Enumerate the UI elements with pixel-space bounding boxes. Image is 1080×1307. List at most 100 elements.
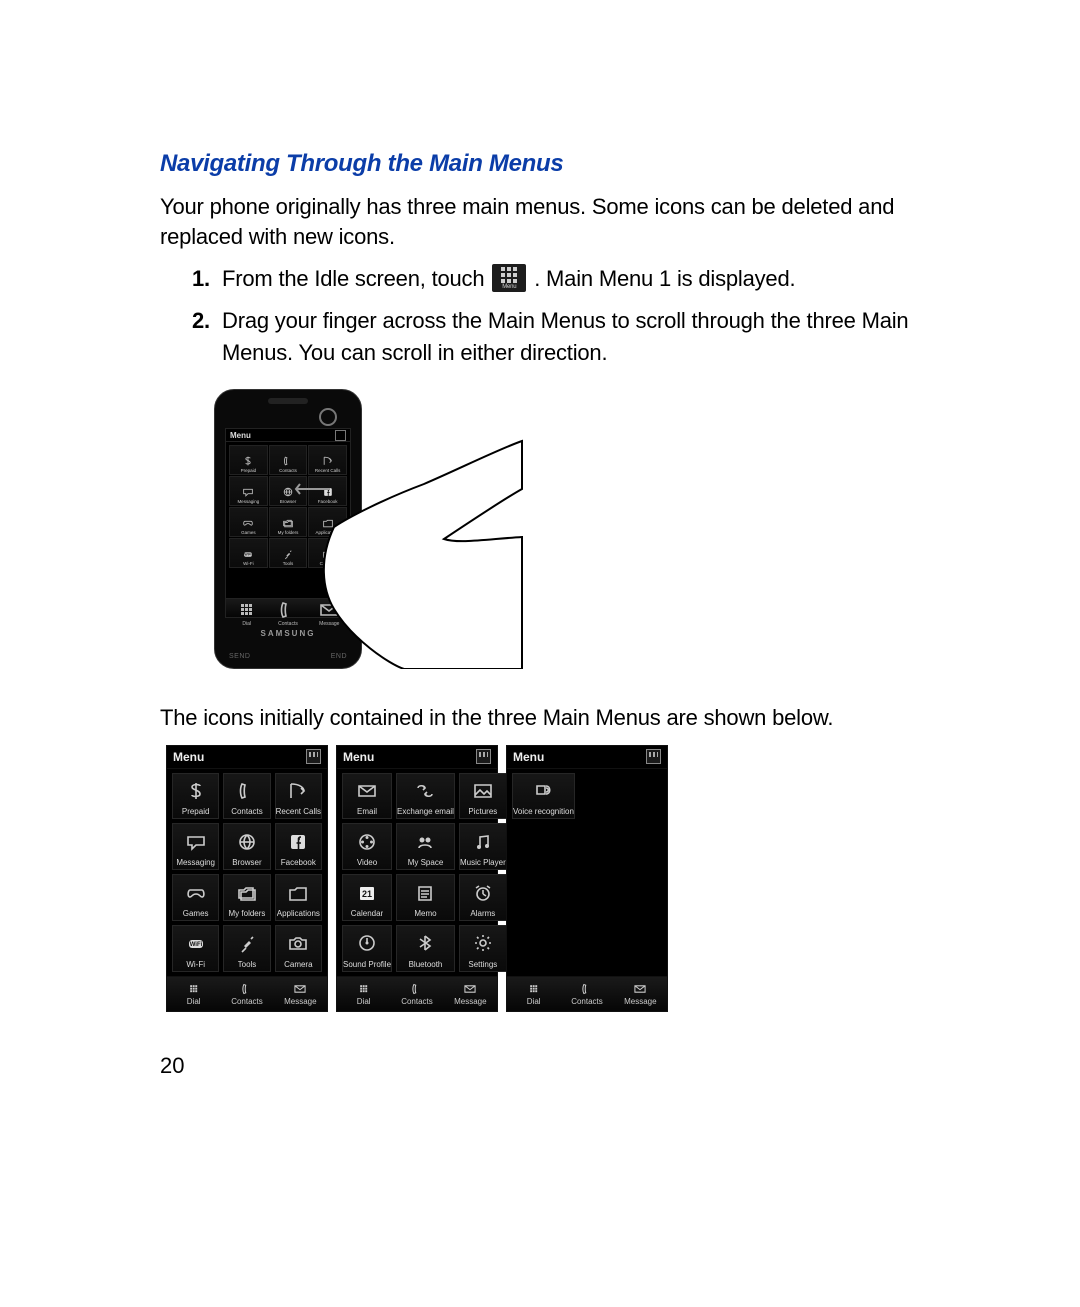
- bottom-dial: Dial: [167, 977, 220, 1011]
- app-bluetooth: Bluetooth: [396, 925, 455, 972]
- env-icon: [343, 774, 391, 809]
- app-tools: Tools: [223, 925, 270, 972]
- svg-text:WiFi: WiFi: [245, 553, 252, 557]
- pic-icon: [460, 774, 506, 809]
- app-label: My folders: [229, 910, 266, 918]
- phone-app-my-folders: My folders: [269, 507, 308, 537]
- app-label: Memo: [414, 910, 436, 918]
- app-my-space: My Space: [396, 823, 455, 870]
- app-sound-profile: Sound Profile: [342, 925, 392, 972]
- app-label: Email: [357, 808, 377, 816]
- empty-cell: [622, 874, 662, 921]
- empty-cell: [579, 823, 619, 870]
- reel-icon: [343, 824, 391, 859]
- app-label: Bluetooth: [409, 961, 443, 969]
- app-facebook: Facebook: [275, 823, 322, 870]
- phone-app-camera: Camera: [308, 538, 347, 568]
- apps-icon: [276, 875, 321, 910]
- menu-icon: Menu: [492, 264, 526, 292]
- phone-app-browser: Browser: [269, 476, 308, 506]
- phone-app-prepaid: Prepaid: [229, 445, 268, 475]
- bottom-label: Message: [284, 997, 316, 1006]
- phone-with-hand-illustration: Menu PrepaidContactsRecent CallsMessagin…: [214, 389, 509, 687]
- exch-icon: [397, 774, 454, 809]
- app-label: Alarms: [470, 910, 495, 918]
- cal-icon: 21: [343, 875, 391, 910]
- phone-app-messaging: Messaging: [229, 476, 268, 506]
- bottom-contacts: Contacts: [390, 977, 443, 1011]
- app-settings: Settings: [459, 925, 507, 972]
- menu-screenshots-row: MenuPrepaidContactsRecent CallsMessaging…: [166, 745, 930, 1012]
- step-number: 1.: [192, 263, 210, 295]
- phone-app-tools: Tools: [269, 538, 308, 568]
- app-label: Contacts: [231, 808, 263, 816]
- menu-header: Menu: [167, 746, 327, 769]
- steps-list: 1. From the Idle screen, touch Menu . Ma…: [192, 263, 930, 369]
- app-label: Voice recognition: [513, 808, 574, 816]
- grid-toggle-icon: [306, 749, 321, 764]
- bottom-label: Dial: [357, 997, 371, 1006]
- bottom-label: Message: [454, 997, 486, 1006]
- bottom-dial: Dial: [337, 977, 390, 1011]
- intro-paragraph: Your phone originally has three main men…: [160, 192, 930, 251]
- app-label: Sound Profile: [343, 961, 391, 969]
- menu-bottom-bar: Dial Contacts Message: [337, 976, 497, 1011]
- games-icon: [173, 875, 218, 910]
- section-heading: Navigating Through the Main Menus: [160, 150, 930, 178]
- fb-icon: [276, 824, 321, 859]
- app-calendar: 21Calendar: [342, 874, 392, 921]
- app-label: Video: [357, 859, 377, 867]
- dial-icon: [355, 981, 373, 997]
- dollar-icon: [173, 774, 218, 809]
- step-1: 1. From the Idle screen, touch Menu . Ma…: [192, 263, 930, 295]
- main-menu-2: MenuEmailExchange emailPicturesVideoMy S…: [336, 745, 498, 1012]
- svg-text:21: 21: [362, 889, 372, 899]
- empty-cell: [512, 823, 575, 870]
- bottom-label: Dial: [527, 997, 541, 1006]
- empty-cell: [579, 773, 619, 820]
- sprof-icon: [343, 926, 391, 961]
- phone-icon: [578, 981, 596, 997]
- app-exchange-email: Exchange email: [396, 773, 455, 820]
- empty-cell: [579, 925, 619, 972]
- phone-screen: Menu PrepaidContactsRecent CallsMessagin…: [225, 428, 351, 618]
- bt-icon: [397, 926, 454, 961]
- page-number: 20: [160, 1053, 184, 1079]
- dial-icon: [525, 981, 543, 997]
- tools-icon: [224, 926, 269, 961]
- bottom-contacts: Contacts: [220, 977, 273, 1011]
- phone-bottom-contacts: Contacts: [267, 599, 308, 627]
- app-label: Camera: [284, 961, 312, 969]
- phone-icon: [408, 981, 426, 997]
- phone-app-contacts: Contacts: [269, 445, 308, 475]
- menu-header: Menu: [507, 746, 667, 769]
- phone-app-wi-fi: WiFiWi-Fi: [229, 538, 268, 568]
- empty-cell: [512, 925, 575, 972]
- empty-cell: [622, 823, 662, 870]
- bottom-label: Contacts: [231, 997, 263, 1006]
- bottom-dial: Dial: [507, 977, 560, 1011]
- voice-icon: [513, 774, 574, 809]
- app-label: Games: [183, 910, 209, 918]
- app-my-folders: My folders: [223, 874, 270, 921]
- app-wi-fi: WiFi Wi-Fi: [172, 925, 219, 972]
- app-label: Messaging: [176, 859, 215, 867]
- svg-text:WiFi: WiFi: [189, 942, 202, 948]
- app-label: Wi-Fi: [186, 961, 205, 969]
- app-label: Music Player: [460, 859, 506, 867]
- manual-page: Navigating Through the Main Menus Your p…: [0, 0, 1080, 1307]
- end-key-label: END: [331, 653, 347, 660]
- menu-title: Menu: [513, 750, 544, 764]
- app-label: Facebook: [281, 859, 316, 867]
- menu-title: Menu: [343, 750, 374, 764]
- app-label: Browser: [232, 859, 261, 867]
- phone-body: Menu PrepaidContactsRecent CallsMessagin…: [214, 389, 362, 669]
- phone-app-games: Games: [229, 507, 268, 537]
- gear-icon: [460, 926, 506, 961]
- dial-icon: [185, 981, 203, 997]
- app-music-player: Music Player: [459, 823, 507, 870]
- main-menu-3: MenuVoice recognitionDialContactsMessage: [506, 745, 668, 1012]
- app-pictures: Pictures: [459, 773, 507, 820]
- app-applications: Applications: [275, 874, 322, 921]
- bottom-message: Message: [614, 977, 667, 1011]
